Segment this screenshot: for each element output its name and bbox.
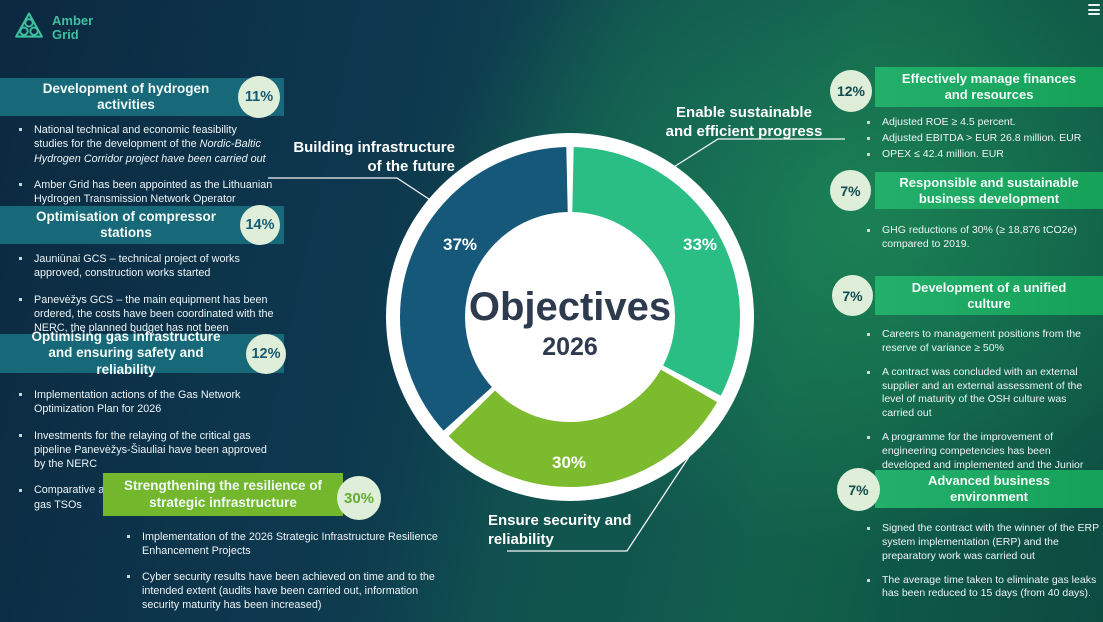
- bullet-item: Adjusted EBITDA > EUR 26.8 million. EUR: [860, 132, 1100, 146]
- segment-label-ensure-security: Ensure security and reliability: [488, 512, 663, 550]
- kpi-badge-hydrogen: 11%: [238, 76, 280, 118]
- donut-segment-enable: [400, 147, 740, 487]
- bullet-text-italic: Nordic-Baltic Hydrogen Corridor: [34, 138, 261, 165]
- bullet-list-business-environment: Signed the contract with the winner of t…: [860, 522, 1100, 611]
- bullet-item: Careers to management positions from the…: [860, 328, 1100, 356]
- logo-word-amber: Amber: [52, 12, 94, 28]
- donut-percent-label: 33%: [683, 235, 717, 254]
- kpi-badge-business-environment: 7%: [837, 468, 880, 511]
- objectives-donut-chart: 33% 30% 37% Objectives 2026: [386, 133, 754, 501]
- bullet-item: GHG reductions of 30% (≥ 18,876 tCO2e) c…: [860, 224, 1100, 252]
- section-header-finances: Effectively manage finances and resource…: [875, 67, 1103, 107]
- label-line: of the future: [367, 157, 456, 175]
- label-line: Ensure security and: [488, 512, 632, 529]
- amber-grid-logo: Amber Grid: [14, 11, 93, 45]
- bullet-item: Implementation of the 2026 Strategic Inf…: [120, 530, 446, 559]
- amber-grid-logo-icon: [14, 11, 44, 45]
- section-header-sustainable-business: Responsible and sustainable business dev…: [875, 172, 1103, 209]
- bullet-list-resilience: Implementation of the 2026 Strategic Inf…: [120, 530, 446, 622]
- label-line: and efficient progress: [665, 122, 823, 140]
- bullet-list-hydrogen: National technical and economic feasibil…: [12, 123, 274, 218]
- bullet-item: Investments for the relaying of the crit…: [12, 429, 274, 472]
- bullet-text: National technical and economic feasibil…: [34, 124, 237, 151]
- bullet-text: project have been carried out: [122, 152, 266, 165]
- bullet-list-finances: Adjusted ROE ≥ 4.5 percent. Adjusted EBI…: [860, 116, 1100, 164]
- section-header-unified-culture: Development of a unified culture: [875, 276, 1103, 315]
- label-line: Building infrastructure: [293, 139, 455, 156]
- kpi-badge-gas-infrastructure: 12%: [246, 334, 286, 374]
- segment-label-enable-sustainable: Enable sustainable and efficient progres…: [655, 104, 833, 142]
- kpi-badge-compressor: 14%: [240, 205, 280, 245]
- bullet-list-sustainable-business: GHG reductions of 30% (≥ 18,876 tCO2e) c…: [860, 224, 1100, 262]
- donut-segment-ensure: [400, 147, 740, 487]
- bullet-item: Amber Grid has been appointed as the Lit…: [12, 178, 274, 207]
- donut-percent-label: 30%: [552, 453, 586, 472]
- kpi-badge-resilience: 30%: [337, 476, 381, 520]
- kpi-badge-finances: 12%: [830, 70, 872, 112]
- kpi-badge-sustainable-business: 7%: [830, 170, 871, 211]
- section-header-compressor: Optimisation of compressor stations: [0, 206, 284, 244]
- bullet-item: Jauniūnai GCS – technical project of wor…: [12, 252, 274, 281]
- donut-segment-building: [400, 147, 740, 487]
- label-line: reliability: [488, 530, 554, 548]
- section-header-resilience: Strengthening the resilience of strategi…: [103, 473, 343, 516]
- hamburger-menu-icon[interactable]: [1088, 4, 1100, 18]
- bullet-item: A contract was concluded with an externa…: [860, 366, 1100, 421]
- section-header-business-environment: Advanced business environment: [875, 470, 1103, 508]
- bullet-item: Signed the contract with the winner of t…: [860, 522, 1100, 564]
- kpi-badge-unified-culture: 7%: [832, 275, 873, 316]
- segment-label-building-infrastructure: Building infrastructure of the future: [245, 139, 455, 177]
- bullet-item: Implementation actions of the Gas Networ…: [12, 388, 274, 417]
- chart-subtitle: 2026: [542, 333, 598, 361]
- bullet-item: Cyber security results have been achieve…: [120, 570, 446, 613]
- logo-text: Amber Grid: [52, 12, 94, 42]
- donut-percent-label: 37%: [443, 235, 477, 254]
- section-header-hydrogen: Development of hydrogen activities: [0, 78, 284, 116]
- logo-word-grid: Grid: [52, 27, 79, 42]
- bullet-item: OPEX ≤ 42.4 million. EUR: [860, 148, 1100, 162]
- bullet-list-gas-infrastructure: Implementation actions of the Gas Networ…: [12, 388, 274, 524]
- chart-title: Objectives: [469, 285, 671, 329]
- bullet-item: The average time taken to eliminate gas …: [860, 574, 1100, 602]
- bullet-item: Adjusted ROE ≥ 4.5 percent.: [860, 116, 1100, 130]
- section-header-gas-infrastructure: Optimising gas infrastructure and ensuri…: [0, 329, 284, 377]
- label-line: Enable sustainable: [676, 104, 812, 121]
- bullet-item: National technical and economic feasibil…: [12, 123, 274, 166]
